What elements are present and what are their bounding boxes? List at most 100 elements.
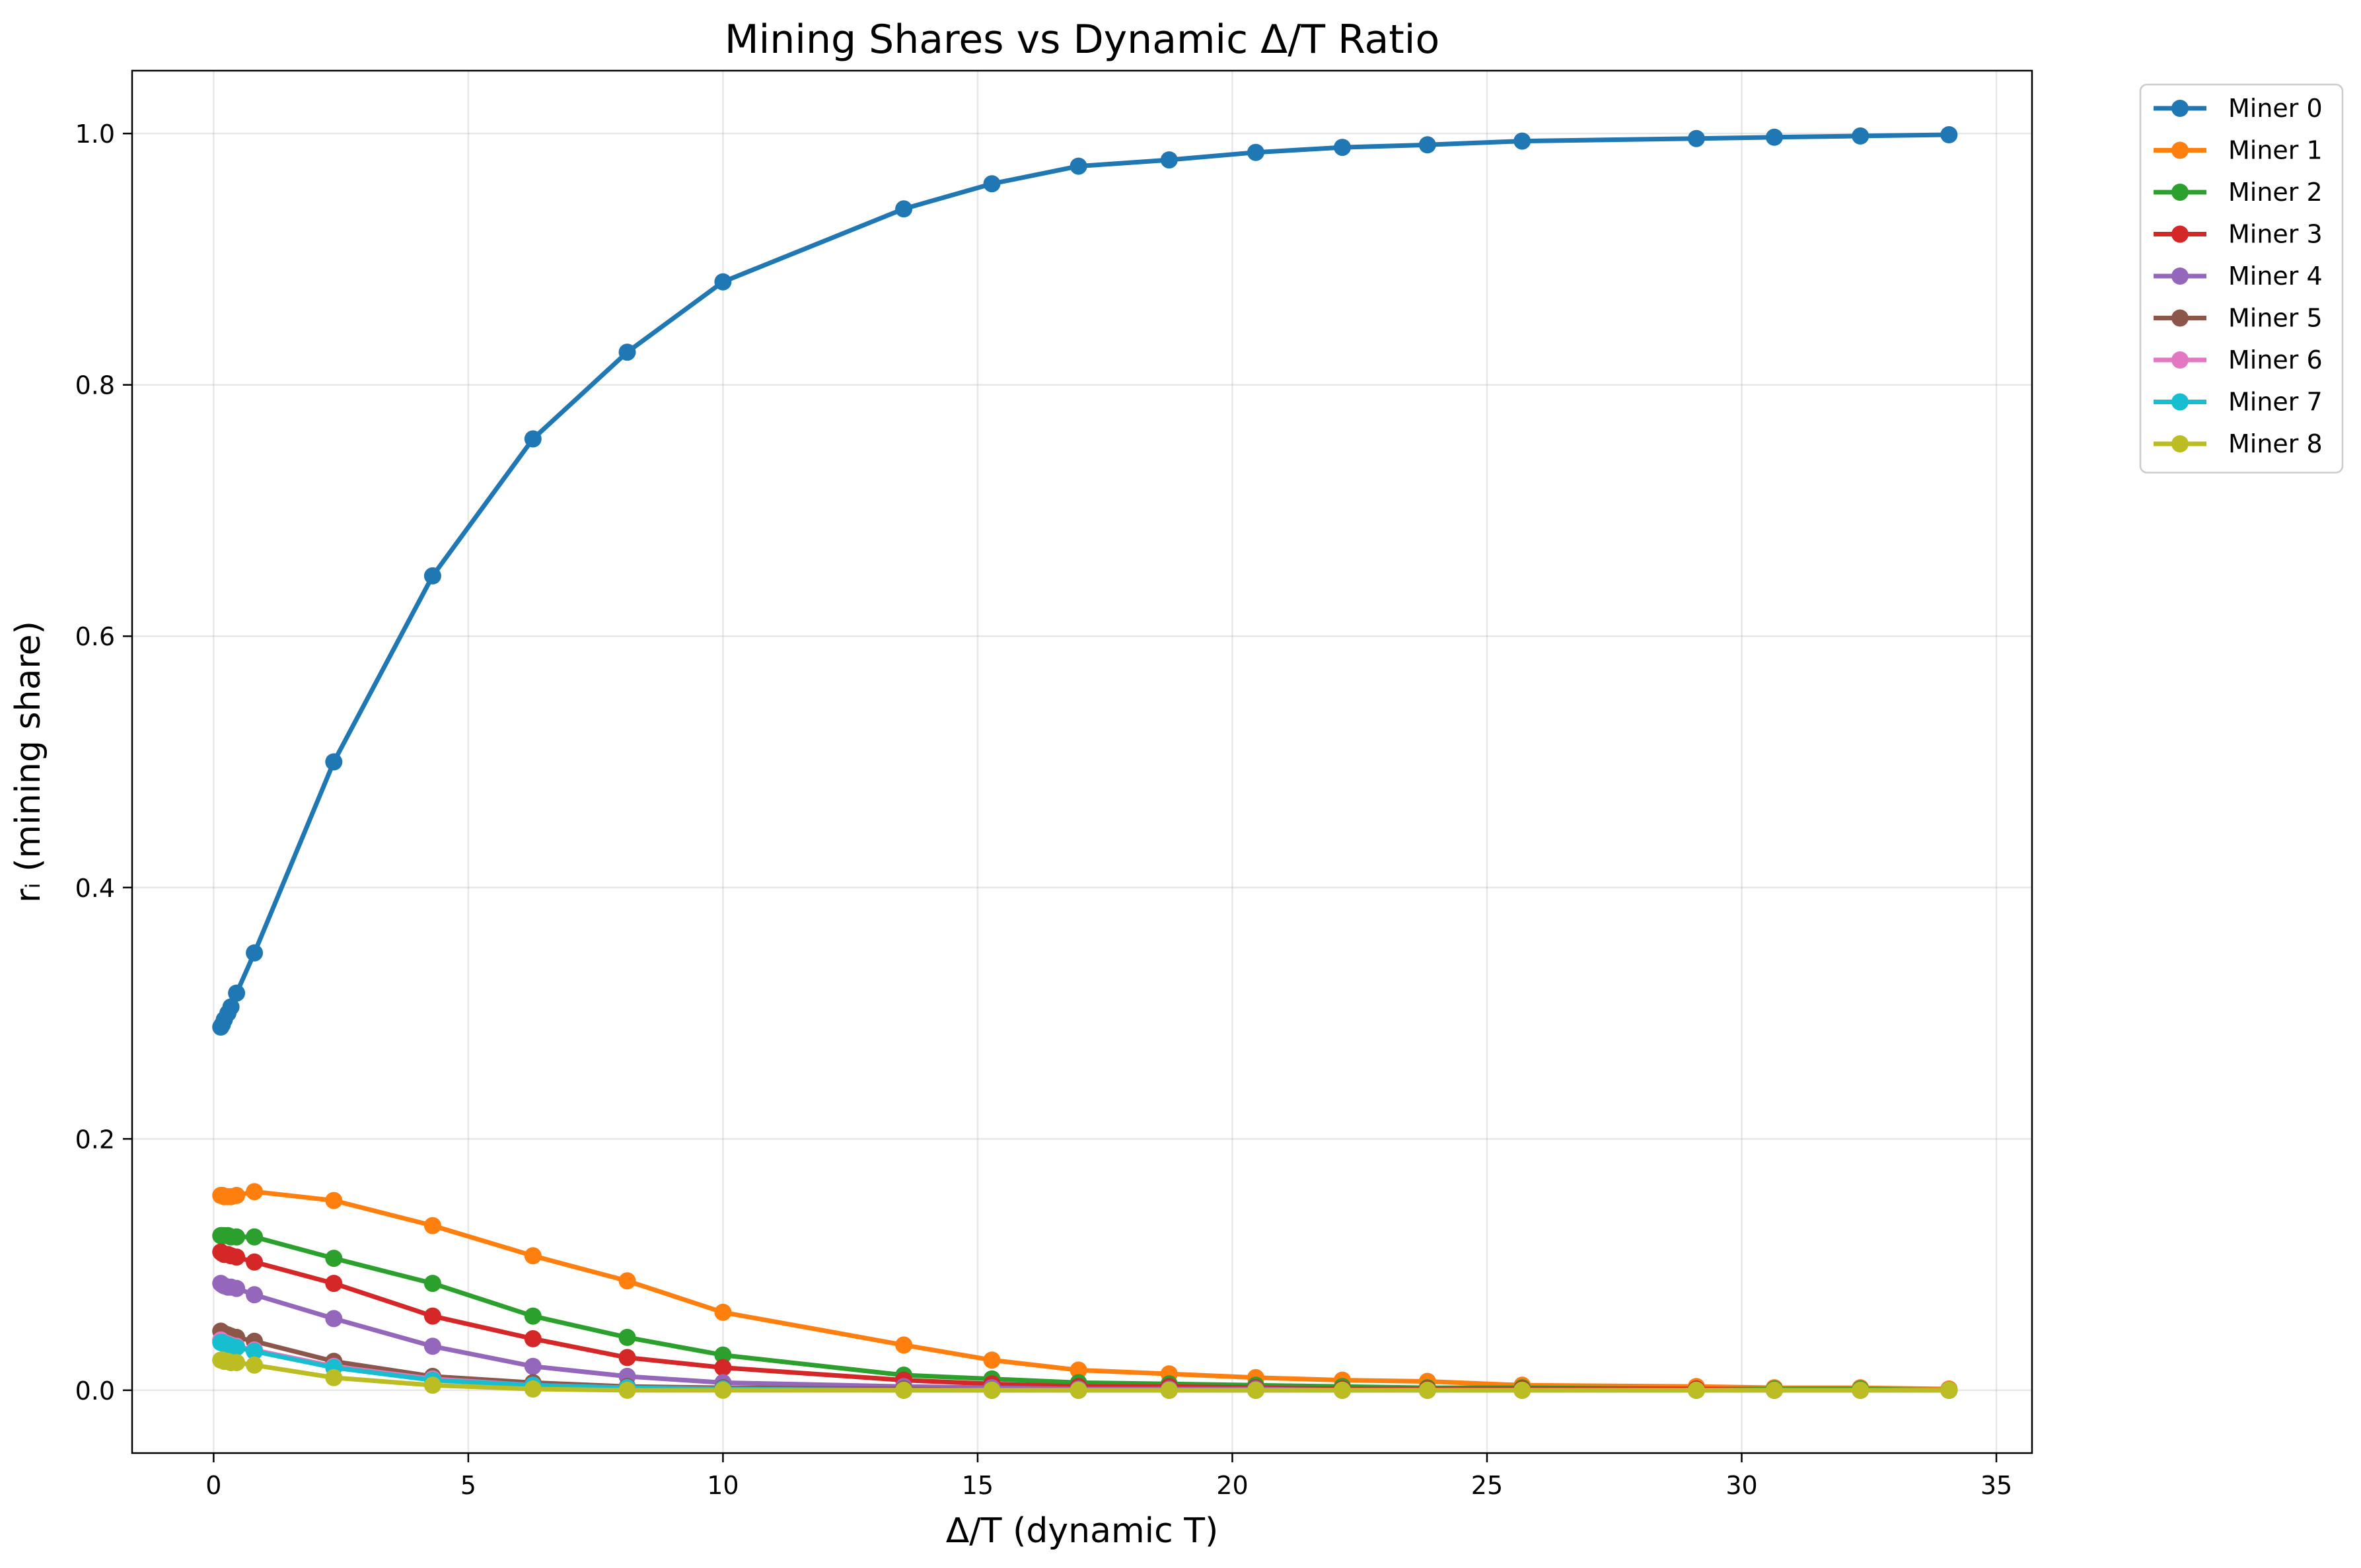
data-point — [423, 567, 441, 585]
series-miner-8 — [212, 1351, 1958, 1399]
legend-label: Miner 6 — [2228, 345, 2323, 374]
data-point — [1070, 157, 1087, 175]
legend-item: Miner 7 — [2154, 388, 2323, 417]
legend-label: Miner 3 — [2228, 220, 2323, 249]
legend-label: Miner 7 — [2228, 388, 2323, 417]
data-point — [246, 1183, 264, 1201]
data-point — [1247, 1381, 1264, 1399]
data-point — [246, 1228, 264, 1246]
data-point — [895, 200, 913, 218]
data-point — [423, 1337, 441, 1355]
legend-box — [2139, 83, 2344, 474]
legend-item: Miner 5 — [2154, 304, 2323, 333]
data-point — [983, 1381, 1001, 1399]
data-point — [983, 1351, 1001, 1369]
legend-marker — [2171, 225, 2189, 243]
legend: Miner 0 Miner 1 Miner 2 Miner 3 Miner 4 Miner… — [2139, 83, 2344, 474]
data-point — [1160, 1381, 1178, 1399]
data-point — [1160, 151, 1178, 169]
chart-title: Mining Shares vs Dynamic Δ/T Ratio — [725, 17, 1439, 63]
data-point — [524, 1380, 542, 1398]
x-tick-label: 20 — [1216, 1471, 1248, 1500]
x-tick-label: 0 — [205, 1471, 221, 1500]
data-point — [246, 1356, 264, 1374]
legend-item: Miner 3 — [2154, 220, 2323, 249]
data-point — [524, 430, 542, 448]
y-tick-label: 0.4 — [75, 874, 115, 903]
legend-marker — [2171, 184, 2189, 201]
legend-marker — [2171, 351, 2189, 369]
legend-label: Miner 8 — [2228, 429, 2323, 458]
data-point — [895, 1336, 913, 1354]
data-point — [222, 998, 240, 1016]
axis-ticks: 0 5 10 15 20 25 30 35 0.0 0.2 0.4 0.6 0.8 1.0 — [75, 120, 2013, 1500]
x-tick-label: 25 — [1471, 1471, 1503, 1500]
x-tick-label: 5 — [460, 1471, 476, 1500]
data-point — [1852, 127, 1870, 145]
x-axis-label: Δ/T (dynamic T) — [946, 1511, 1219, 1551]
y-tick-label: 0.2 — [75, 1125, 115, 1154]
y-tick-label: 0.8 — [75, 371, 115, 400]
data-point — [228, 1339, 246, 1357]
data-point — [618, 1349, 636, 1367]
data-point — [524, 1247, 542, 1265]
data-point — [228, 1228, 246, 1246]
data-point — [1070, 1381, 1087, 1399]
x-tick-label: 35 — [1980, 1471, 2012, 1500]
legend-label: Miner 0 — [2228, 94, 2323, 123]
data-point — [1513, 132, 1531, 150]
legend-item: Miner 1 — [2154, 136, 2323, 165]
data-point — [325, 1275, 343, 1293]
data-point — [618, 1328, 636, 1346]
data-point — [524, 1330, 542, 1347]
data-point — [1940, 1381, 1958, 1399]
data-point — [618, 1272, 636, 1290]
legend-label: Miner 2 — [2228, 178, 2323, 207]
data-point — [1418, 136, 1436, 154]
data-point — [228, 984, 246, 1002]
data-point — [1852, 1381, 1870, 1399]
data-point — [895, 1381, 913, 1399]
plot-series — [212, 126, 1958, 1399]
data-point — [325, 1250, 343, 1267]
data-point — [228, 1279, 246, 1297]
axes-frame — [131, 69, 2033, 1454]
data-point — [1418, 1381, 1436, 1399]
data-point — [1247, 143, 1264, 161]
data-point — [1940, 126, 1958, 143]
data-point — [1687, 1381, 1705, 1399]
legend-item: Miner 0 — [2154, 94, 2323, 123]
data-point — [325, 753, 343, 771]
data-point — [325, 1310, 343, 1328]
data-point — [1070, 1361, 1087, 1379]
y-tick-label: 0.0 — [75, 1376, 115, 1406]
data-point — [1334, 139, 1351, 157]
data-point — [423, 1217, 441, 1234]
data-point — [246, 1253, 264, 1271]
data-point — [423, 1307, 441, 1325]
data-point — [423, 1376, 441, 1394]
data-point — [1513, 1381, 1531, 1399]
data-point — [228, 1354, 246, 1371]
legend-marker — [2171, 435, 2189, 452]
y-axis-label: rᵢ (mining share) — [9, 621, 48, 903]
data-point — [1765, 1381, 1783, 1399]
data-point — [524, 1357, 542, 1375]
legend-marker — [2171, 309, 2189, 327]
data-point — [1687, 129, 1705, 147]
data-point — [618, 343, 636, 361]
legend-marker — [2171, 141, 2189, 159]
data-point — [618, 1381, 636, 1399]
series-miner-0 — [212, 126, 1958, 1036]
legend-marker — [2171, 267, 2189, 285]
data-point — [246, 1286, 264, 1304]
data-point — [246, 944, 264, 962]
data-point — [714, 273, 732, 291]
legend-item: Miner 2 — [2154, 178, 2323, 207]
data-point — [714, 1381, 732, 1399]
data-point — [228, 1186, 246, 1204]
data-point — [524, 1307, 542, 1325]
data-point — [1334, 1381, 1351, 1399]
data-point — [714, 1359, 732, 1376]
